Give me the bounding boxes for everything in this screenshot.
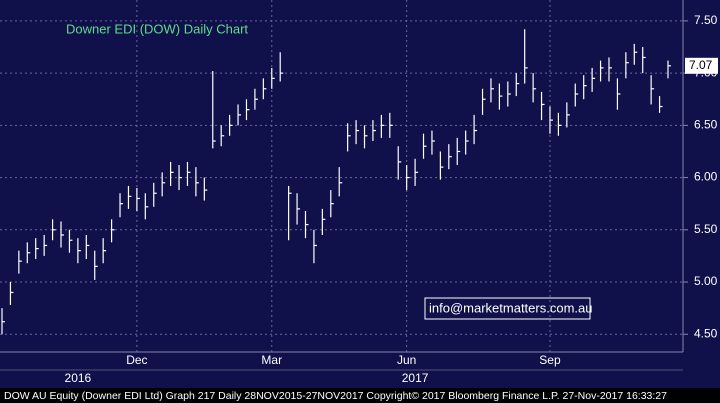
year-label: 2017 [402, 371, 429, 385]
y-tick-label: 5.50 [694, 222, 718, 236]
footer-bar [0, 388, 720, 403]
y-tick-label: 6.00 [694, 170, 718, 184]
x-tick-label: Sep [539, 353, 561, 367]
last-price-box [685, 57, 718, 74]
x-tick-label: Jun [397, 353, 416, 367]
annotation-box [424, 297, 591, 320]
y-tick-label: 6.50 [694, 118, 718, 132]
y-tick-label: 5.00 [694, 274, 718, 288]
y-tick-label: 7.50 [694, 13, 718, 27]
x-tick-label: Dec [126, 353, 147, 367]
last-price-label: 7.07 [689, 58, 713, 72]
x-tick-label: Mar [261, 353, 282, 367]
annotation: info@marketmatters.com.au [429, 300, 592, 315]
chart-title: Downer EDI (DOW) Daily Chart [66, 21, 248, 36]
y-tick-label: 4.50 [694, 326, 718, 340]
footer: DOW AU Equity (Downer EDI Ltd) Graph 217… [4, 390, 667, 402]
year-label: 2016 [65, 371, 92, 385]
background [0, 0, 720, 388]
